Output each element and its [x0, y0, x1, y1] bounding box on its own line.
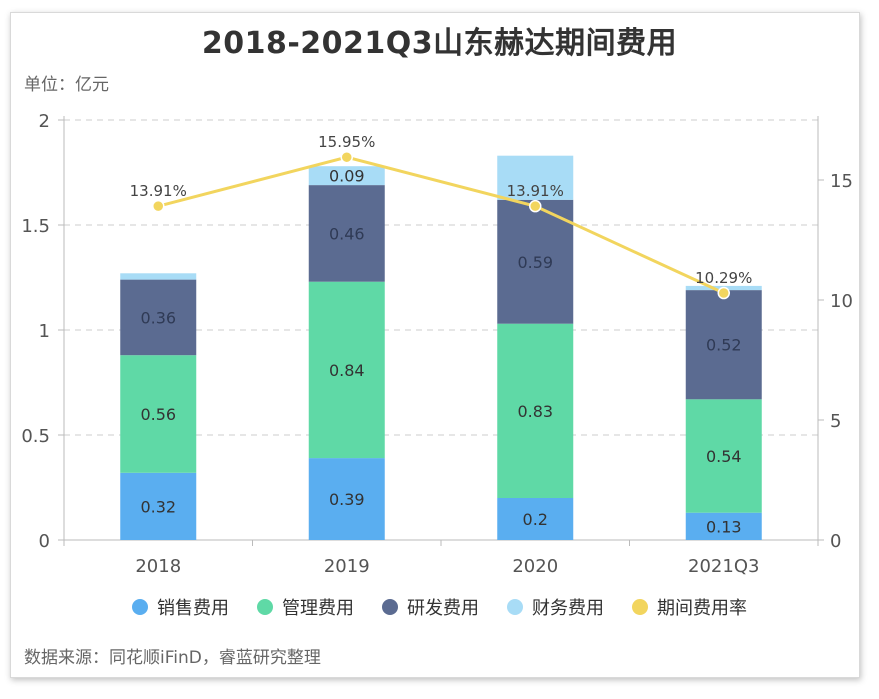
bar-rnd [308, 185, 385, 282]
bar-label-sales: 0.13 [706, 517, 742, 536]
legend-dot-finance [507, 599, 523, 615]
bar-rnd [685, 290, 762, 400]
legend-label-sales: 销售费用 [157, 598, 229, 619]
y-right-tick-label: 0 [830, 531, 841, 552]
unit-label: 单位：亿元 [24, 75, 109, 95]
bar-rnd [497, 199, 574, 324]
legend-item-sales[interactable]: 销售费用 [132, 594, 229, 620]
bar-label-rnd: 0.46 [329, 224, 365, 243]
x-tick-label: 2021Q3 [688, 556, 759, 577]
bar-label-sales: 0.39 [329, 490, 365, 509]
bar-label-admin: 0.83 [517, 402, 553, 421]
rate-label: 13.91% [507, 182, 564, 200]
legend-item-rnd[interactable]: 研发费用 [382, 594, 479, 620]
bar-sales [685, 512, 762, 540]
y-right-tick-label: 10 [830, 291, 853, 312]
legend-dot-admin [257, 599, 273, 615]
bar-label-rnd: 0.52 [706, 336, 742, 355]
legend-label-finance: 财务费用 [532, 598, 604, 619]
legend-label-rate: 期间费用率 [657, 598, 747, 619]
y-left-tick-label: 0.5 [21, 426, 50, 447]
bar-sales [120, 472, 197, 540]
legend-dot-rnd [382, 599, 398, 615]
bar-admin [685, 399, 762, 513]
rate-point [529, 199, 542, 213]
legend-label-admin: 管理费用 [282, 598, 354, 619]
bar-label-rnd: 0.59 [517, 253, 553, 272]
bar-label-admin: 0.84 [329, 361, 365, 380]
bar-finance [120, 273, 197, 280]
bar-admin [497, 323, 574, 498]
source-note: 数据来源：同花顺iFinD，睿蓝研究整理 [24, 648, 321, 668]
bar-label-sales: 0.32 [140, 497, 176, 516]
y-left-tick-label: 1.5 [21, 216, 50, 237]
x-tick-label: 2020 [512, 556, 558, 577]
bar-label-finance: 0.09 [329, 167, 365, 186]
legend-item-admin[interactable]: 管理费用 [257, 594, 354, 620]
y-right-tick-label: 5 [830, 411, 841, 432]
y-left-tick-label: 2 [39, 111, 50, 132]
bar-rnd [120, 279, 197, 356]
y-left-tick-label: 0 [39, 531, 50, 552]
bar-admin [308, 281, 385, 459]
rate-line [157, 155, 725, 295]
legend-label-rnd: 研发费用 [407, 598, 479, 619]
rate-label: 15.95% [318, 133, 375, 151]
legend-item-rate[interactable]: 期间费用率 [632, 594, 747, 620]
rate-label: 13.91% [130, 182, 187, 200]
legend-dot-sales [132, 599, 148, 615]
rate-point [152, 199, 165, 213]
legend: 销售费用 管理费用 研发费用 财务费用 期间费用率 [0, 594, 879, 620]
bar-finance [308, 166, 385, 186]
legend-item-finance[interactable]: 财务费用 [507, 594, 604, 620]
bar-sales [308, 458, 385, 540]
bar-finance [497, 155, 574, 200]
chart-title: 2018-2021Q3山东赫达期间费用 [201, 26, 678, 61]
rate-label: 10.29% [695, 269, 752, 287]
x-tick-label: 2018 [135, 556, 181, 577]
y-left-tick-label: 1 [39, 321, 50, 342]
bar-sales [497, 498, 574, 540]
bar-label-admin: 0.56 [140, 405, 176, 424]
rate-point [717, 286, 730, 300]
bar-label-rnd: 0.36 [140, 308, 176, 327]
y-right-tick-label: 15 [830, 171, 853, 192]
x-tick-label: 2019 [324, 556, 370, 577]
legend-dot-rate [632, 599, 648, 615]
rate-point [340, 150, 353, 164]
bar-label-sales: 0.2 [523, 510, 548, 529]
bar-admin [120, 355, 197, 473]
bar-label-admin: 0.54 [706, 447, 742, 466]
